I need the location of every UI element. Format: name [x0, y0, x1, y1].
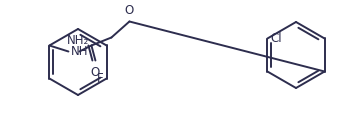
- Text: O: O: [125, 4, 134, 18]
- Text: NH₂: NH₂: [67, 34, 89, 47]
- Text: O: O: [91, 65, 100, 79]
- Text: NH: NH: [70, 45, 88, 58]
- Text: F: F: [97, 72, 104, 85]
- Text: Cl: Cl: [270, 32, 282, 45]
